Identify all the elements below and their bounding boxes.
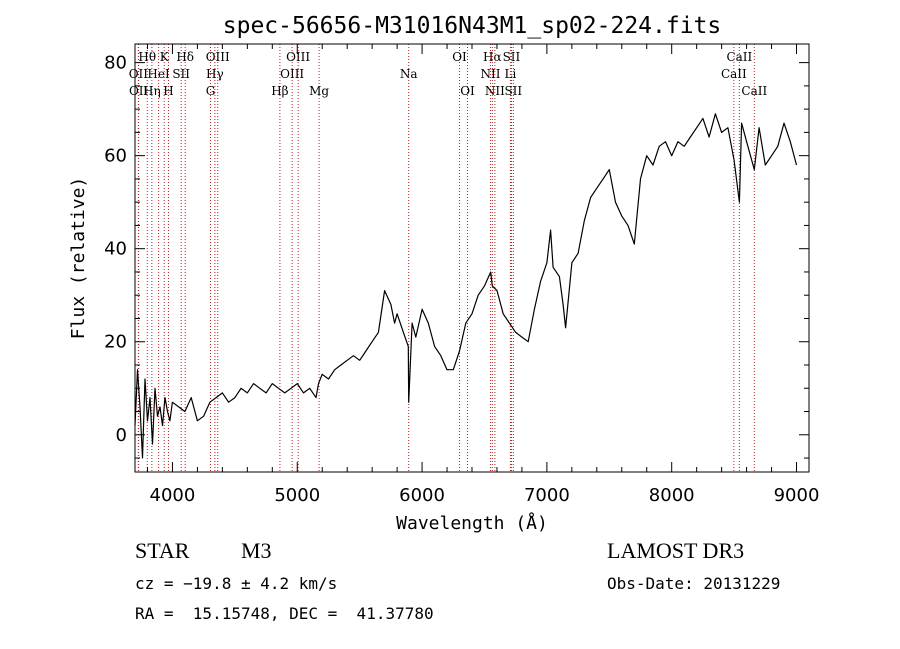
spectrum-series-line [134,113,798,459]
spectral-line-label: OI [460,84,475,98]
spectral-line-label: OII [129,84,149,98]
spectral-line-label: CaII [726,50,752,64]
survey-name: LAMOST DR3 [607,538,745,563]
coordinates: RA = 15.15748, DEC = 41.37780 [135,604,434,623]
x-tick-label: 8000 [649,485,695,506]
y-tick-label: 80 [104,53,127,74]
x-tick-label: 4000 [150,485,196,506]
y-tick-label: 40 [104,239,127,260]
spectral-line-label: H [163,84,173,98]
spectral-line-label: SII [503,50,521,64]
x-axis-ticks: 4000 5000 6000 7000 8000 9000 [146,44,820,506]
spectral-line-label: OIII [206,50,230,64]
spectral-line-label: OIII [280,67,304,81]
spectral-line-label: K [160,50,170,64]
spectral-line-label: CaII [721,67,747,81]
spectral-line-label: HeI [147,67,170,81]
spectral-line-label: Li [505,67,517,81]
spectral-line-label: Hγ [206,67,224,81]
object-subclass: M3 [241,538,272,563]
spectral-line-label: Mg [309,84,329,98]
spectral-line-label: Hα [483,50,502,64]
x-axis-label: Wavelength (Å) [396,512,548,534]
x-tick-label: 6000 [399,485,445,506]
spectral-line-label: SII [504,84,522,98]
y-tick-label: 20 [104,332,127,353]
plot-frame [134,43,810,473]
y-axis-ticks: 0 20 40 60 80 [104,53,809,459]
spectral-line-label: Hδ [176,50,194,64]
spectral-line-label: OI [452,50,467,64]
y-tick-label: 60 [104,146,127,167]
chart-title: spec-56656-M31016N43M1_sp02-224.fits [223,13,722,39]
spectral-line-label: Hβ [271,84,288,98]
spectral-line-label: SII [172,67,190,81]
object-class: STAR [135,538,190,563]
y-axis-label: Flux (relative) [68,177,89,340]
redshift-velocity: cz = −19.8 ± 4.2 km/s [135,574,338,593]
spectral-line-label: CaII [741,84,767,98]
x-tick-label: 7000 [524,485,570,506]
spectral-line-label: Na [400,67,418,81]
spectral-line-label: Hθ [138,50,156,64]
spectral-line-label: Hη [143,84,161,98]
y-tick-label: 0 [116,425,127,446]
spectral-line-label: NII [480,67,500,81]
x-tick-label: 9000 [774,485,820,506]
spectral-line-label: NII [485,84,505,98]
x-tick-label: 5000 [274,485,320,506]
spectral-line-label: G [206,84,216,98]
spectral-line-label: OIII [286,50,310,64]
observation-date: Obs-Date: 20131229 [607,574,781,593]
